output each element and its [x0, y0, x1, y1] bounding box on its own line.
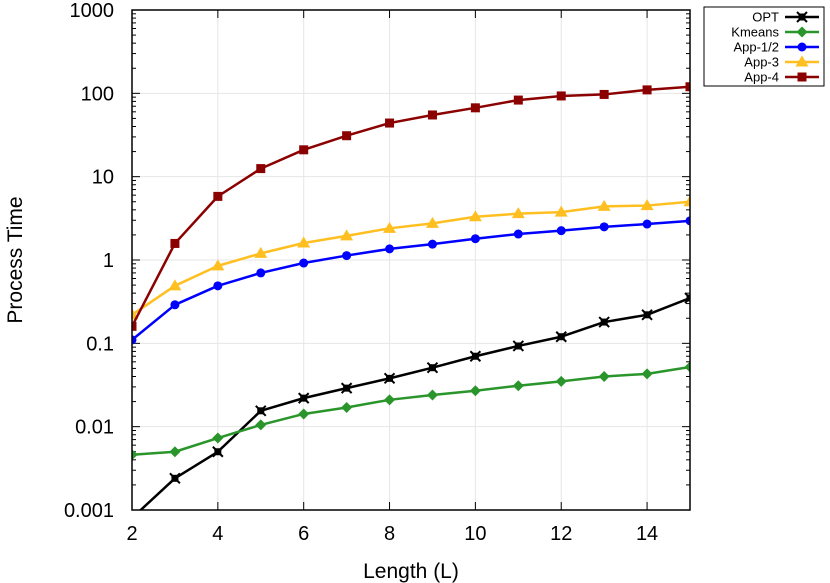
- x-tick-label: 8: [384, 523, 395, 545]
- legend-item: App-4: [744, 70, 819, 85]
- y-tick-label: 1000: [70, 0, 115, 22]
- legend-label: App-3: [744, 55, 779, 70]
- y-tick-label: 0.01: [75, 417, 114, 439]
- legend-label: OPT: [752, 10, 779, 25]
- legend-item: App-1/2: [733, 40, 819, 55]
- x-tick-label: 14: [636, 523, 658, 545]
- legend-item: Kmeans: [731, 25, 819, 40]
- x-tick-label: 4: [212, 523, 223, 545]
- legend-item: App-3: [744, 55, 819, 70]
- x-axis-title: Length (L): [363, 560, 459, 583]
- tick-labels: 2 4 6 8 10 12 14 0.001 0.01 0.1 1 10 100 1000: [64, 0, 658, 545]
- y-tick-label: 0.001: [64, 500, 114, 522]
- y-tick-label: 0.1: [86, 333, 114, 355]
- y-tick-label: 10: [92, 167, 114, 189]
- y-axis-title: Process Time: [4, 196, 27, 323]
- legend-label: Kmeans: [731, 25, 779, 40]
- x-tick-label: 10: [464, 523, 486, 545]
- legend-label: App-1/2: [733, 40, 779, 55]
- legend-item: OPT: [752, 10, 819, 25]
- y-tick-label: 1: [103, 250, 114, 272]
- series-app-1-2: [132, 216, 690, 345]
- legend-label: App-4: [744, 70, 779, 85]
- x-tick-label: 2: [126, 523, 137, 545]
- series-app-4: [132, 82, 690, 331]
- series-layer: [132, 82, 690, 510]
- plot-frame: [131, 9, 691, 511]
- y-tick-label: 100: [81, 83, 114, 105]
- x-tick-label: 12: [550, 523, 572, 545]
- x-tick-label: 6: [298, 523, 309, 545]
- series-app-3: [132, 195, 690, 320]
- series-opt: [138, 292, 690, 510]
- series-kmeans: [132, 361, 690, 461]
